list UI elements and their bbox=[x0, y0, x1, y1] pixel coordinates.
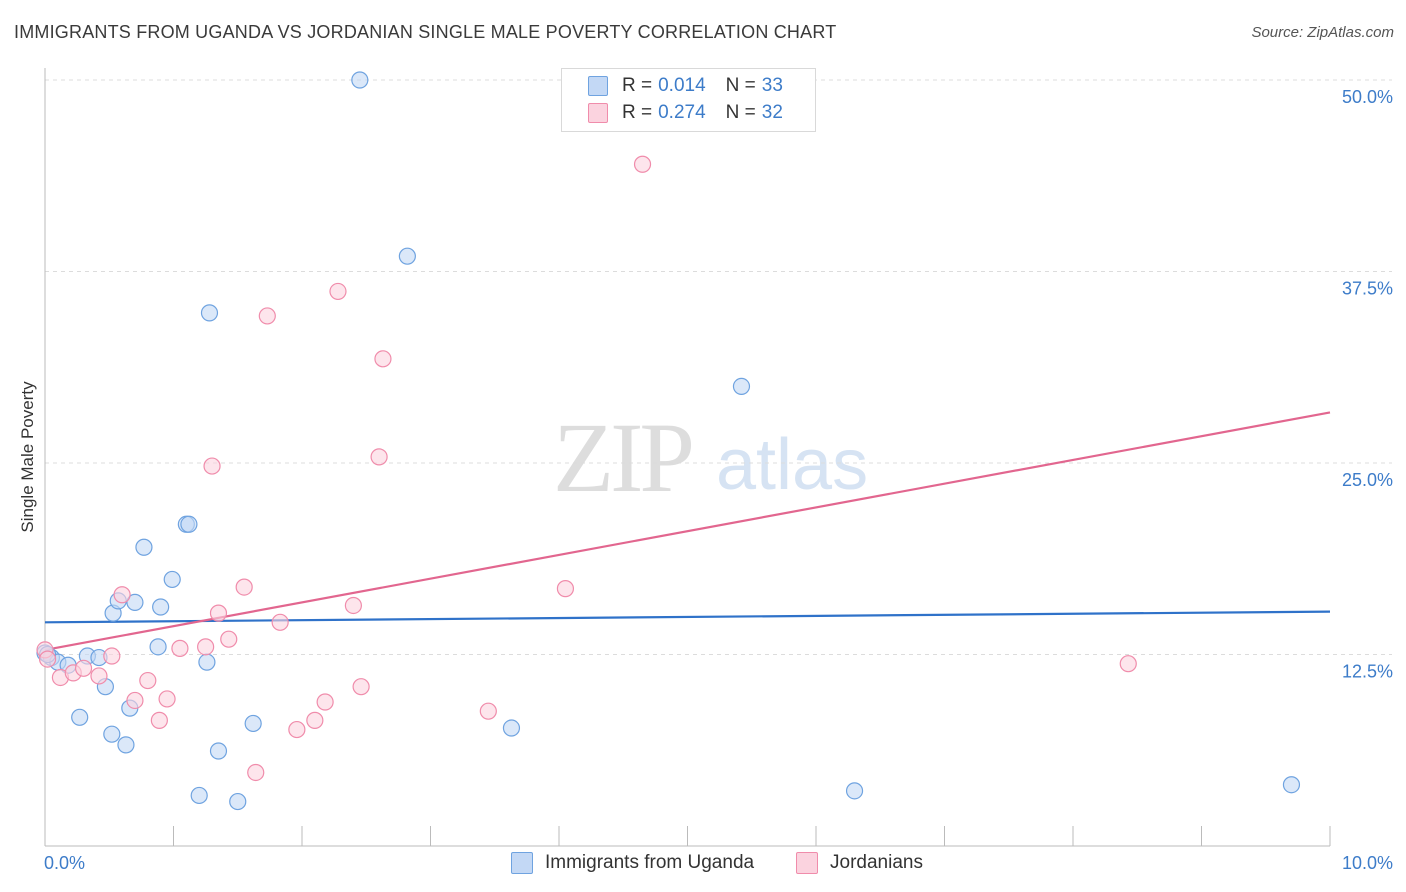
jordanians-legend-swatch bbox=[796, 852, 818, 874]
legend-n-label: N = bbox=[725, 75, 756, 96]
data-point bbox=[229, 792, 247, 811]
data-point bbox=[556, 580, 575, 598]
y-tick-label: 37.5% bbox=[1342, 279, 1393, 299]
data-point bbox=[149, 638, 167, 656]
data-point bbox=[351, 71, 369, 89]
legend-r-value: 0.274 bbox=[658, 102, 706, 123]
jordanians-legend-label: Jordanians bbox=[830, 852, 923, 873]
stats-legend: R = 0.014 N = 33 R = 0.274 N = 32 bbox=[561, 68, 816, 132]
data-point bbox=[203, 457, 221, 475]
data-point bbox=[633, 155, 652, 173]
legend-n-value: 33 bbox=[761, 75, 783, 96]
jordanians-swatch bbox=[588, 103, 608, 123]
data-point bbox=[103, 725, 121, 743]
data-point bbox=[306, 711, 324, 729]
data-point bbox=[352, 678, 370, 696]
data-point bbox=[329, 282, 347, 301]
data-point bbox=[150, 711, 168, 729]
data-point bbox=[198, 653, 216, 671]
data-point bbox=[126, 691, 144, 710]
data-point bbox=[1282, 776, 1301, 794]
data-points bbox=[36, 71, 1301, 811]
data-point bbox=[71, 708, 89, 726]
data-point bbox=[135, 538, 153, 556]
data-point bbox=[398, 247, 416, 265]
data-point bbox=[370, 448, 388, 466]
data-point bbox=[271, 613, 289, 631]
trend-lines bbox=[44, 411, 1331, 651]
data-point bbox=[244, 714, 262, 733]
data-point bbox=[374, 350, 392, 368]
data-point bbox=[197, 638, 215, 656]
data-point bbox=[139, 671, 157, 690]
data-point bbox=[113, 586, 131, 604]
legend-n-value: 32 bbox=[761, 102, 783, 123]
chart-title: IMMIGRANTS FROM UGANDA VS JORDANIAN SING… bbox=[14, 22, 837, 42]
data-point bbox=[1119, 655, 1137, 673]
data-point bbox=[103, 647, 121, 665]
data-point bbox=[235, 578, 253, 596]
y-tick-label: 25.0% bbox=[1342, 470, 1393, 490]
data-point bbox=[344, 596, 362, 615]
bottom-legend: Immigrants from Uganda Jordanians bbox=[0, 852, 1406, 878]
data-point bbox=[117, 736, 135, 754]
data-point bbox=[90, 667, 108, 685]
data-point bbox=[479, 702, 497, 720]
axes bbox=[44, 68, 1331, 847]
bottom-legend-uganda: Immigrants from Uganda bbox=[511, 852, 754, 874]
data-point bbox=[209, 604, 228, 622]
y-tick-label: 50.0% bbox=[1342, 87, 1393, 107]
data-point bbox=[126, 593, 144, 612]
watermark-zip: ZIP bbox=[553, 402, 695, 513]
legend-r-label: R = bbox=[622, 102, 653, 123]
data-point bbox=[200, 304, 219, 322]
data-point bbox=[258, 307, 276, 325]
legend-n-label: N = bbox=[725, 102, 756, 123]
legend-r-value: 0.014 bbox=[658, 75, 706, 96]
watermark-atlas: atlas bbox=[716, 425, 869, 505]
uganda-legend-swatch bbox=[511, 852, 533, 874]
uganda-legend-label: Immigrants from Uganda bbox=[545, 852, 755, 873]
data-point bbox=[180, 515, 198, 533]
data-point bbox=[158, 690, 176, 708]
tick-labels: 12.5% 25.0% 37.5% 50.0% 0.0% 10.0% bbox=[44, 87, 1393, 873]
data-point bbox=[316, 693, 334, 711]
data-point bbox=[288, 720, 306, 739]
data-point bbox=[247, 763, 265, 782]
data-point bbox=[74, 659, 93, 677]
trend-line bbox=[44, 411, 1331, 651]
data-point bbox=[171, 639, 189, 657]
data-point bbox=[845, 782, 864, 800]
data-point bbox=[732, 377, 751, 395]
data-point bbox=[163, 570, 181, 589]
data-point bbox=[502, 719, 521, 737]
legend-r-label: R = bbox=[622, 75, 653, 96]
data-point bbox=[38, 650, 57, 668]
uganda-swatch bbox=[588, 76, 608, 96]
source-label: Source: ZipAtlas.com bbox=[1251, 24, 1394, 41]
data-point bbox=[152, 598, 170, 616]
data-point bbox=[209, 742, 228, 760]
data-point bbox=[220, 630, 238, 648]
legend-row-uganda: R = 0.014 N = 33 bbox=[588, 73, 783, 99]
grid-lines bbox=[45, 79, 1392, 655]
bottom-legend-jordanians: Jordanians bbox=[796, 852, 923, 874]
x-tick-label: 10.0% bbox=[1342, 853, 1393, 873]
y-tick-label: 12.5% bbox=[1342, 662, 1393, 682]
data-point bbox=[190, 786, 208, 805]
legend-row-jordanians: R = 0.274 N = 32 bbox=[588, 100, 783, 126]
x-tick-label: 0.0% bbox=[44, 853, 85, 873]
trend-line bbox=[44, 610, 1331, 624]
